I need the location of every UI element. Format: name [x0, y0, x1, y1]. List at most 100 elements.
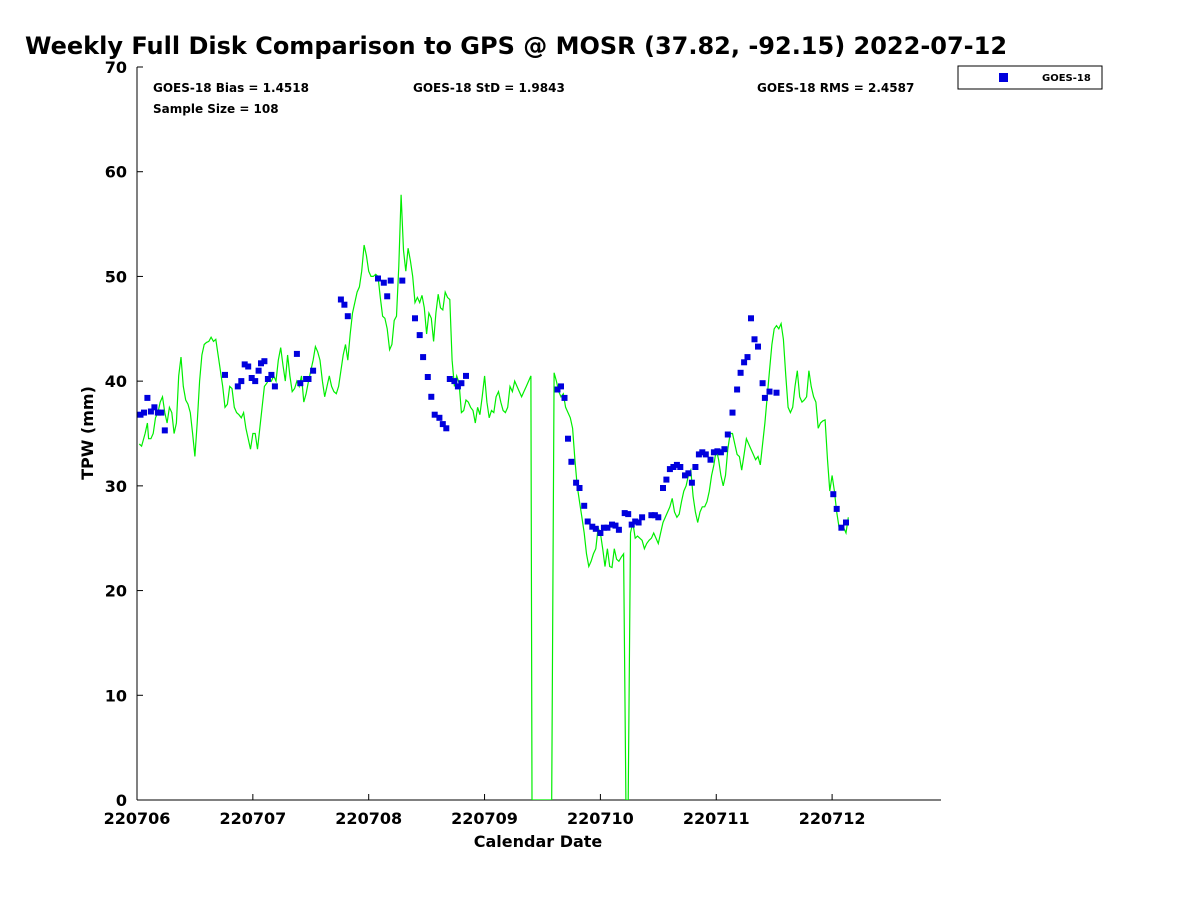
goes18-point — [597, 530, 604, 536]
y-tick-label: 0 — [116, 791, 127, 810]
goes18-point — [458, 380, 465, 387]
goes18-point — [717, 449, 724, 456]
goes18-point — [589, 523, 596, 530]
goes18-point — [144, 394, 151, 401]
y-tick-label: 10 — [105, 686, 127, 705]
goes18-point — [666, 466, 673, 473]
goes18-point — [245, 363, 252, 370]
goes18-point — [628, 521, 635, 528]
plot-area — [136, 67, 941, 801]
goes18-point — [635, 519, 642, 526]
stat-std: GOES-18 StD = 1.9843 — [413, 81, 565, 95]
y-tick-label: 50 — [105, 267, 127, 286]
goes18-point — [621, 510, 628, 517]
goes18-point — [161, 427, 168, 434]
goes18-point — [255, 367, 262, 374]
goes18-point — [710, 449, 717, 456]
goes18-point — [222, 371, 228, 378]
goes18-point — [584, 518, 591, 525]
goes18-point — [663, 476, 670, 483]
goes18-point — [766, 388, 773, 395]
goes18-point — [677, 464, 684, 470]
goes18-point — [297, 380, 304, 387]
goes18-point — [688, 479, 695, 486]
goes18-point — [293, 350, 300, 357]
goes18-point — [151, 404, 158, 411]
goes18-point — [833, 505, 840, 512]
goes18-point — [310, 367, 317, 374]
goes18-point — [755, 343, 761, 350]
goes18-point — [248, 375, 255, 381]
x-tick-label: 220707 — [219, 809, 286, 828]
goes18-point — [380, 279, 387, 286]
goes18-point — [604, 524, 611, 531]
goes18-point — [384, 293, 391, 300]
goes18-point — [761, 394, 768, 401]
goes18-point — [682, 472, 688, 479]
x-tick-label: 220706 — [104, 809, 171, 828]
goes18-point — [147, 408, 154, 415]
y-tick-label: 70 — [105, 58, 127, 77]
goes18-point — [234, 383, 241, 390]
y-tick-label: 60 — [105, 163, 127, 182]
goes18-point — [305, 376, 312, 382]
goes18-point — [660, 485, 666, 491]
goes18-point — [463, 372, 469, 379]
x-tick-label: 220709 — [451, 809, 518, 828]
gps-series-line — [138, 194, 849, 800]
goes18-point — [261, 358, 268, 365]
goes18-point — [375, 275, 381, 282]
x-tick-label: 220710 — [567, 809, 634, 828]
goes18-point — [612, 522, 619, 529]
goes18-point — [651, 512, 658, 519]
goes18-point — [600, 524, 607, 531]
goes18-point — [639, 514, 646, 521]
goes18-point — [830, 491, 837, 498]
legend: GOES-18 — [957, 65, 1103, 90]
goes18-point — [554, 386, 561, 393]
stat-sample-size: Sample Size = 108 — [153, 102, 279, 116]
goes18-point — [592, 525, 599, 532]
goes18-point — [451, 378, 458, 385]
goes18-point — [625, 511, 632, 518]
goes18-point — [773, 389, 780, 396]
x-tick-label: 220711 — [683, 809, 750, 828]
goes18-point — [685, 470, 692, 477]
goes18-point — [241, 361, 248, 368]
goes18-point — [271, 383, 278, 390]
goes18-point — [344, 313, 351, 320]
goes18-point — [721, 446, 728, 453]
x-tick-label: 220712 — [799, 809, 866, 828]
goes18-point — [252, 378, 259, 385]
goes18-point — [724, 431, 731, 438]
goes18-point — [337, 296, 344, 303]
goes18-point — [838, 524, 845, 531]
y-tick-label: 40 — [105, 372, 127, 391]
goes18-point — [737, 369, 744, 376]
goes18-point — [751, 336, 758, 343]
goes18-point — [137, 411, 144, 418]
legend-label: GOES-18 — [1042, 73, 1091, 84]
goes18-point — [843, 519, 849, 526]
goes18-point — [154, 409, 161, 416]
goes18-point — [158, 409, 165, 416]
legend-marker — [999, 73, 1008, 82]
goes18-point — [436, 414, 443, 421]
goes18-point — [695, 451, 702, 458]
y-tick-label: 20 — [105, 582, 127, 601]
y-axis-label: TPW (mm) — [78, 386, 97, 480]
stat-rms: GOES-18 RMS = 2.4587 — [757, 81, 914, 95]
goes18-point — [387, 277, 394, 284]
goes18-point — [258, 360, 264, 367]
goes18-point — [699, 449, 706, 456]
stat-bias: GOES-18 Bias = 1.4518 — [153, 81, 309, 95]
goes18-point — [446, 376, 453, 382]
goes18-point — [632, 518, 639, 525]
goes18-point — [443, 425, 450, 432]
goes18-point — [648, 512, 655, 519]
goes18-point — [568, 458, 575, 465]
goes18-point — [573, 479, 580, 486]
goes18-point — [428, 393, 435, 400]
goes18-point — [576, 485, 583, 491]
series-layer — [137, 194, 849, 800]
